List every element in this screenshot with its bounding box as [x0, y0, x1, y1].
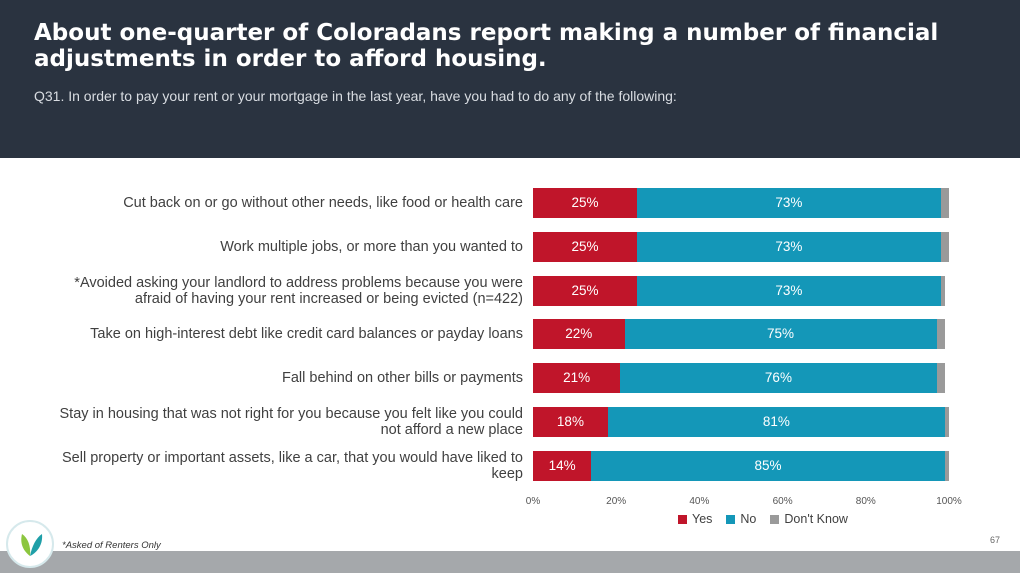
- category-label: Take on high-interest debt like credit c…: [90, 326, 523, 343]
- legend-swatch-dont-know: [770, 514, 780, 524]
- data-label: 73%: [775, 282, 803, 298]
- leaf-logo-icon: [6, 520, 54, 568]
- bar-segment-no: [624, 319, 937, 350]
- bar-segment-no: [607, 407, 945, 437]
- legend-label-dont-know: Don't Know: [784, 512, 848, 526]
- bar-segment-yes: [533, 407, 608, 437]
- data-label: 25%: [571, 282, 599, 298]
- footnote: *Asked of Renters Only: [62, 540, 161, 551]
- bar-segment-yes: [533, 450, 592, 481]
- x-tick-label: 20%: [606, 496, 627, 507]
- legend-label-yes: Yes: [692, 512, 713, 526]
- category-label: Work multiple jobs, or more than you wan…: [220, 238, 523, 255]
- data-label: 18%: [556, 414, 584, 429]
- legend-swatch-yes: [678, 514, 687, 524]
- bar-segment-yes: [533, 275, 637, 306]
- bar-segment-yes: [533, 319, 625, 350]
- data-label: 73%: [775, 195, 803, 210]
- data-label: 14%: [548, 457, 576, 473]
- legend-label-no: No: [740, 512, 757, 526]
- x-tick-label: 40%: [689, 496, 710, 507]
- bar-segment-no: [637, 231, 941, 262]
- bar-segment-yes: [533, 188, 637, 218]
- category-label: *Avoided asking your landlord to address…: [74, 274, 523, 307]
- data-label: 81%: [762, 414, 790, 429]
- category-label: Stay in housing that was not right for y…: [59, 406, 523, 438]
- footer-band: [0, 551, 1020, 573]
- x-tick-label: 0%: [525, 496, 541, 507]
- bar-segment-no: [637, 188, 941, 218]
- bar-segment-don-t-know: [940, 231, 949, 262]
- bar-segment-don-t-know: [936, 319, 945, 350]
- bar-segment-yes: [533, 231, 637, 262]
- bar-segment-don-t-know: [940, 275, 945, 306]
- data-label: 21%: [563, 370, 591, 386]
- bar-segment-don-t-know: [944, 450, 949, 481]
- data-label: 73%: [775, 238, 803, 254]
- legend-item-dont-know: Don't Know: [770, 512, 848, 526]
- bar-segment-yes: [533, 363, 621, 394]
- data-label: 75%: [767, 326, 795, 342]
- category-label: Cut back on or go without other needs, l…: [123, 195, 523, 211]
- bar-segment-no: [620, 363, 937, 394]
- data-label: 25%: [571, 195, 599, 210]
- page-number: 67: [990, 535, 1001, 545]
- page-title: About one-quarter of Coloradans report m…: [34, 20, 939, 72]
- bar-segment-no: [637, 275, 941, 306]
- data-label: 76%: [764, 370, 792, 386]
- bar-segment-don-t-know: [936, 363, 945, 394]
- question-subtitle: Q31. In order to pay your rent or your m…: [34, 88, 677, 104]
- legend-item-yes: Yes: [678, 512, 712, 526]
- data-label: 85%: [754, 457, 782, 473]
- header-banner: About one-quarter of Coloradans report m…: [0, 0, 1020, 158]
- x-tick-label: 100%: [936, 496, 962, 507]
- bar-segment-don-t-know: [944, 407, 949, 437]
- legend-item-no: No: [726, 512, 756, 526]
- category-label: Fall behind on other bills or payments: [282, 370, 523, 387]
- chart-legend: Yes No Don't Know: [678, 512, 848, 526]
- data-label: 22%: [565, 326, 593, 342]
- bar-segment-no: [591, 450, 945, 481]
- data-label: 25%: [571, 238, 599, 254]
- legend-swatch-no: [726, 514, 736, 524]
- bar-segment-don-t-know: [940, 188, 949, 218]
- category-label: Sell property or important assets, like …: [61, 449, 523, 482]
- x-tick-label: 60%: [772, 496, 793, 507]
- x-tick-label: 80%: [855, 496, 876, 507]
